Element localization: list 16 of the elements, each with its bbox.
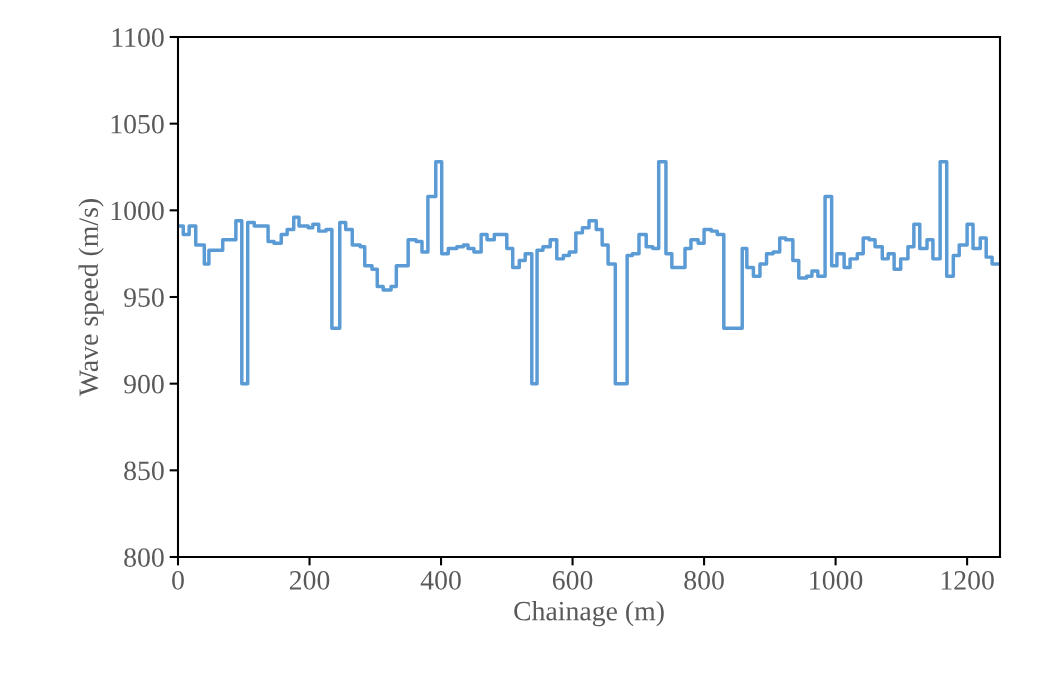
x-axis-title: Chainage (m) [514,600,664,627]
x-tick-label: 0 [172,571,184,590]
y-tick-label: 800 [124,548,164,567]
y-axis-title: Wave speed (m/s) [78,199,104,397]
x-tick-label: 400 [420,571,461,590]
y-tick-label: 1100 [112,28,164,47]
x-tick-label: 800 [684,571,724,590]
y-tick-label: 950 [124,288,164,307]
x-tick-label: 600 [552,571,593,590]
y-tick-label: 1050 [111,114,164,134]
x-tick-label: 1000 [810,571,863,590]
y-tick-label: 900 [124,374,164,394]
x-tick-label: 1200 [941,571,994,590]
y-tick-label: 850 [124,461,164,481]
x-tick-label: 200 [289,571,330,590]
y-tick-label: 1000 [111,201,164,221]
